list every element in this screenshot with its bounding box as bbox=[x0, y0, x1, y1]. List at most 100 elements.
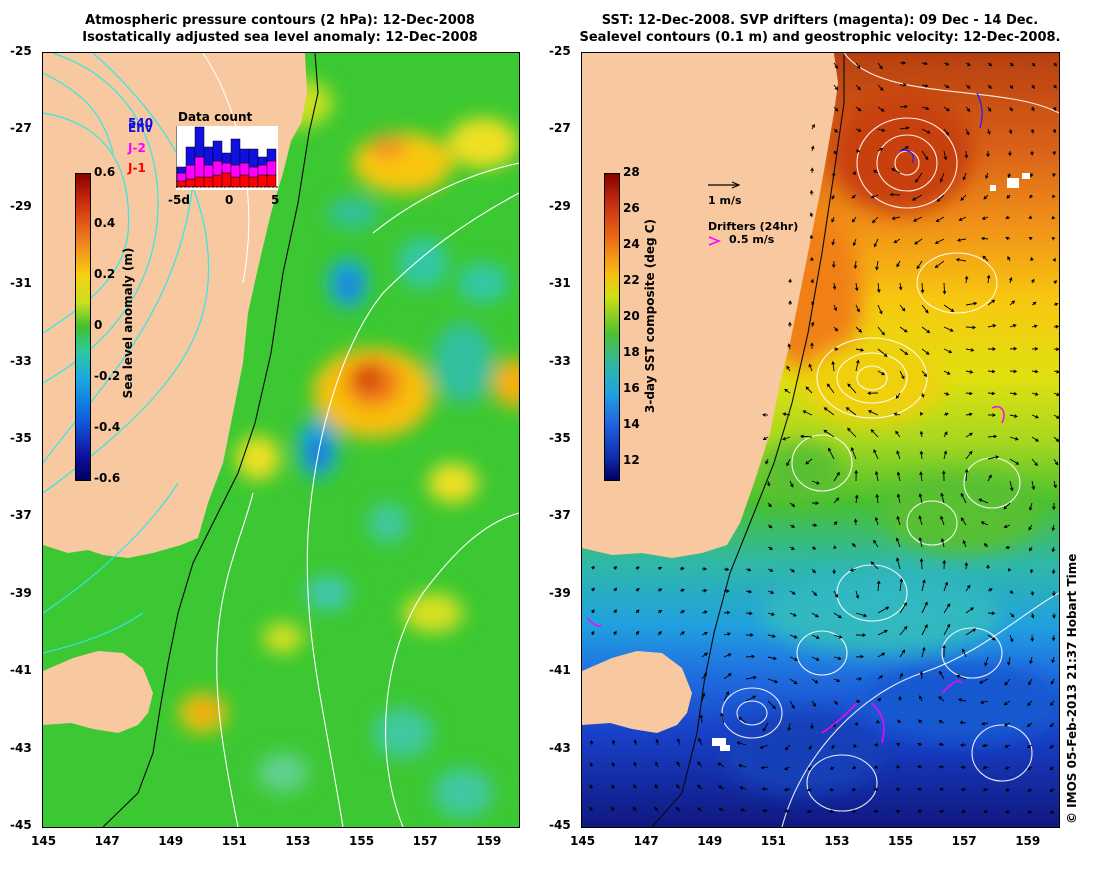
velocity-arrow bbox=[964, 150, 969, 159]
velocity-arrow bbox=[767, 502, 772, 508]
velocity-arrow bbox=[1052, 590, 1056, 597]
legend-env: Env bbox=[128, 121, 153, 135]
velocity-arrow bbox=[855, 633, 867, 637]
tasmania bbox=[582, 651, 692, 733]
velocity-arrow bbox=[893, 412, 901, 416]
data-count-title: Data count bbox=[178, 110, 253, 124]
axis-tick-label: 0 bbox=[94, 318, 103, 332]
velocity-arrow bbox=[917, 719, 923, 724]
velocity-arrow bbox=[1051, 634, 1056, 642]
velocity-arrow bbox=[833, 612, 842, 619]
axis-tick-label: 24 bbox=[623, 237, 640, 251]
velocity-arrow bbox=[633, 784, 637, 790]
velocity-arrow bbox=[877, 629, 888, 636]
velocity-arrow bbox=[1031, 480, 1036, 491]
velocity-arrow bbox=[789, 612, 797, 617]
velocity-arrow bbox=[759, 744, 769, 749]
velocity-arrow bbox=[987, 84, 992, 90]
velocity-arrow bbox=[1026, 722, 1033, 727]
axis-tick-label: -27 bbox=[549, 121, 571, 136]
velocity-arrow bbox=[810, 256, 814, 262]
velocity-arrow bbox=[633, 739, 638, 746]
velocity-arrow bbox=[875, 260, 879, 271]
axis-tick-label: 20 bbox=[623, 309, 640, 323]
velocity-arrow bbox=[589, 784, 594, 790]
velocity-arrow bbox=[723, 691, 730, 702]
velocity-arrow bbox=[591, 565, 595, 570]
axis-tick-label: 0.2 bbox=[94, 267, 116, 281]
velocity-arrow bbox=[809, 234, 814, 240]
velocity-arrow bbox=[987, 611, 996, 616]
velocity-arrow bbox=[833, 84, 839, 91]
histogram-bar bbox=[194, 156, 205, 178]
velocity-arrow bbox=[833, 656, 842, 661]
velocity-arrow bbox=[899, 104, 908, 109]
velocity-arrow bbox=[833, 106, 839, 112]
velocity-arrow bbox=[613, 566, 618, 570]
velocity-arrow bbox=[917, 809, 923, 813]
velocity-arrow bbox=[877, 106, 885, 112]
velocity-arrow bbox=[1009, 346, 1018, 351]
velocity-arrow bbox=[895, 557, 901, 570]
velocity-arrow bbox=[965, 628, 977, 636]
velocity-arrow bbox=[635, 588, 640, 592]
velocity-arrow bbox=[934, 260, 945, 269]
velocity-arrow bbox=[943, 150, 948, 161]
velocity-arrow bbox=[1052, 128, 1057, 134]
velocity-arrow bbox=[854, 494, 859, 504]
axis-tick-label: -45 bbox=[549, 818, 571, 832]
velocity-arrow bbox=[849, 568, 857, 572]
velocity-arrow bbox=[1007, 172, 1012, 179]
velocity-arrow bbox=[1049, 744, 1055, 749]
velocity-arrow bbox=[1031, 369, 1039, 374]
velocity-arrow bbox=[982, 809, 989, 814]
velocity-arrow bbox=[899, 61, 907, 65]
velocity-arrow bbox=[1009, 612, 1015, 618]
sea-level-anomaly-map[interactable] bbox=[42, 52, 520, 828]
velocity-arrow bbox=[877, 62, 883, 70]
velocity-arrow bbox=[918, 493, 923, 504]
velocity-arrow bbox=[919, 695, 923, 702]
velocity-arrow bbox=[787, 722, 791, 732]
velocity-arrow bbox=[1053, 369, 1059, 374]
velocity-arrow bbox=[943, 84, 950, 89]
velocity-arrow bbox=[1008, 276, 1013, 284]
velocity-arrow bbox=[832, 282, 837, 291]
sst-map[interactable] bbox=[581, 52, 1060, 828]
axis-tick-label: 153 bbox=[824, 834, 850, 848]
velocity-arrow bbox=[943, 412, 949, 416]
velocity-arrow bbox=[896, 515, 901, 526]
histogram-bar bbox=[194, 176, 205, 188]
velocity-arrow bbox=[1053, 302, 1059, 307]
velocity-arrow bbox=[938, 742, 945, 747]
velocity-arrow bbox=[957, 698, 967, 702]
velocity-arrow bbox=[919, 558, 924, 570]
velocity-arrow bbox=[1053, 458, 1059, 466]
sst-field bbox=[582, 53, 1059, 827]
velocity-arrow bbox=[938, 809, 945, 814]
velocity-arrow bbox=[1029, 194, 1033, 199]
velocity-arrow bbox=[697, 784, 703, 790]
velocity-arrow bbox=[938, 696, 945, 702]
velocity-arrow bbox=[987, 62, 993, 67]
velocity-arrow bbox=[965, 607, 974, 614]
velocity-arrow bbox=[613, 587, 618, 592]
velocity-arrow bbox=[811, 501, 820, 505]
velocity-arrow bbox=[1030, 634, 1035, 642]
velocity-arrow bbox=[854, 722, 858, 727]
velocity-arrow bbox=[745, 675, 757, 680]
velocity-arrow bbox=[919, 450, 924, 460]
velocity-arrow bbox=[873, 765, 879, 769]
histogram-bar bbox=[230, 164, 241, 178]
velocity-arrow bbox=[701, 692, 706, 702]
velocity-arrow bbox=[831, 260, 836, 269]
histogram-bar bbox=[248, 166, 259, 178]
velocity-arrow bbox=[811, 700, 816, 707]
velocity-arrow bbox=[873, 238, 879, 248]
velocity-arrow bbox=[1053, 324, 1059, 329]
velocity-arrow bbox=[613, 630, 617, 636]
velocity-arrow bbox=[745, 611, 753, 616]
velocity-arrow bbox=[723, 567, 730, 572]
velocity-arrow bbox=[855, 612, 868, 618]
velocity-arrow bbox=[1028, 502, 1033, 511]
